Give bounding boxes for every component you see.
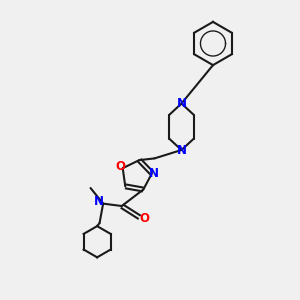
Text: N: N: [94, 195, 104, 208]
Text: N: N: [176, 143, 187, 157]
Text: O: O: [115, 160, 125, 173]
Text: O: O: [139, 212, 149, 225]
Text: N: N: [149, 167, 159, 180]
Text: N: N: [176, 97, 187, 110]
